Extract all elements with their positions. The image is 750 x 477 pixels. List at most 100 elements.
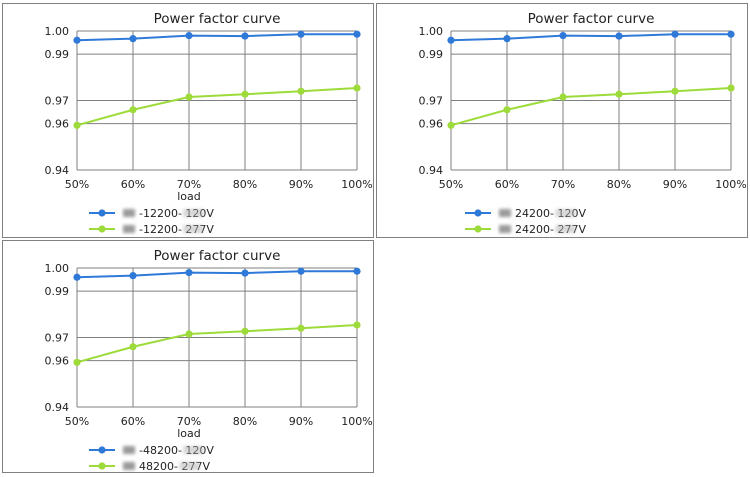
y-tick-label: 0.97 [45, 332, 70, 345]
x-tick-label: 60% [121, 415, 145, 428]
x-tick-label: 80% [607, 178, 631, 191]
data-point [447, 121, 455, 129]
chart-title: Power factor curve [154, 248, 281, 264]
y-tick-label: 0.99 [419, 48, 444, 61]
redacted-text [183, 446, 204, 454]
data-point [241, 90, 249, 98]
x-tick-label: 70% [177, 178, 201, 191]
data-point [73, 273, 81, 281]
x-tick-label: 80% [233, 415, 257, 428]
data-point [185, 330, 193, 338]
x-axis-label: load [177, 190, 201, 203]
series-line-277v [76, 323, 358, 364]
x-tick-label: 70% [177, 415, 201, 428]
y-tick-label: 0.96 [419, 118, 444, 131]
legend-label: 24200- 120V [515, 207, 586, 220]
chart-12200: Power factor curve 0.94 0.96 0.97 0.99 1.00 50… [45, 11, 373, 236]
data-point [503, 35, 511, 43]
data-point [615, 90, 623, 98]
y-tick-label: 1.00 [45, 25, 70, 38]
data-point [73, 121, 81, 129]
data-point [185, 269, 193, 277]
series-line-120v [450, 33, 731, 42]
legend-swatch-marker [474, 225, 482, 233]
y-tick-label: 1.00 [419, 25, 444, 38]
data-point [353, 267, 361, 275]
y-tick-label: 0.97 [419, 95, 444, 108]
chart-panel-48200: Power factor curve 0.94 0.96 0.97 0.99 1.00 50… [2, 240, 374, 473]
data-point [241, 269, 249, 277]
data-point [129, 35, 137, 43]
data-point [671, 30, 679, 38]
x-tick-label: 60% [495, 178, 519, 191]
redacted-text [123, 446, 135, 454]
x-tick-label: 50% [439, 178, 463, 191]
series-line-120v [76, 33, 357, 42]
data-point [73, 36, 81, 44]
y-tick-label: 0.94 [45, 164, 70, 177]
y-tick-label: 0.99 [45, 285, 70, 298]
series-line-277v [450, 86, 732, 127]
data-point [185, 93, 193, 101]
data-point [559, 93, 567, 101]
data-point [353, 84, 361, 92]
redacted-text [499, 225, 511, 233]
data-point [503, 106, 511, 114]
data-point [241, 327, 249, 335]
x-tick-label: 90% [289, 178, 313, 191]
x-tick-label: 90% [663, 178, 687, 191]
legend-swatch-marker [474, 209, 482, 217]
data-point [671, 87, 679, 95]
data-point [353, 321, 361, 329]
redacted-text [123, 462, 135, 470]
data-point [297, 324, 305, 332]
redacted-text [499, 209, 511, 217]
y-tick-label: 1.00 [45, 262, 70, 275]
chart-panel-12200: Power factor curve 0.94 0.96 0.97 0.99 1.00 50… [2, 3, 374, 238]
x-tick-label: 80% [233, 178, 257, 191]
legend-swatch-marker [98, 462, 106, 470]
data-point [297, 267, 305, 275]
x-tick-label: 70% [551, 178, 575, 191]
chart-48200: Power factor curve 0.94 0.96 0.97 0.99 1.00 50… [45, 248, 373, 473]
data-point [129, 106, 137, 114]
x-tick-label: 50% [65, 415, 89, 428]
y-tick-label: 0.94 [419, 164, 444, 177]
x-tick-label: 100% [341, 415, 372, 428]
redacted-text [183, 209, 204, 217]
data-point [559, 32, 567, 40]
redacted-text [555, 209, 576, 217]
data-point [615, 32, 623, 40]
data-point [297, 87, 305, 95]
data-point [129, 272, 137, 280]
x-tick-label: 100% [341, 178, 372, 191]
legend-swatch-marker [98, 209, 106, 217]
data-point [353, 30, 361, 38]
data-point [185, 32, 193, 40]
data-point [447, 36, 455, 44]
redacted-text [179, 462, 200, 470]
x-tick-label: 50% [65, 178, 89, 191]
redacted-text [183, 225, 204, 233]
redacted-text [555, 225, 576, 233]
data-point [297, 30, 305, 38]
chart-panel-24200: Power factor curve 0.94 0.96 0.97 0.99 1.00 50… [376, 3, 748, 238]
legend-label: 24200- 277V [515, 223, 586, 236]
y-tick-label: 0.94 [45, 401, 70, 414]
data-point [73, 358, 81, 366]
series-line-277v [76, 86, 358, 127]
y-tick-label: 0.97 [45, 95, 70, 108]
legend-swatch-marker [98, 446, 106, 454]
x-tick-label: 60% [121, 178, 145, 191]
x-axis-label: load [177, 427, 201, 440]
data-point [727, 30, 735, 38]
y-tick-label: 0.99 [45, 48, 70, 61]
redacted-text [123, 209, 135, 217]
series-line-120v [76, 270, 357, 279]
legend-label: 48200- 277V [139, 460, 210, 473]
y-tick-label: 0.96 [45, 118, 70, 131]
chart-title: Power factor curve [528, 11, 655, 27]
data-point [129, 343, 137, 351]
redacted-text [123, 225, 135, 233]
y-tick-label: 0.96 [45, 355, 70, 368]
